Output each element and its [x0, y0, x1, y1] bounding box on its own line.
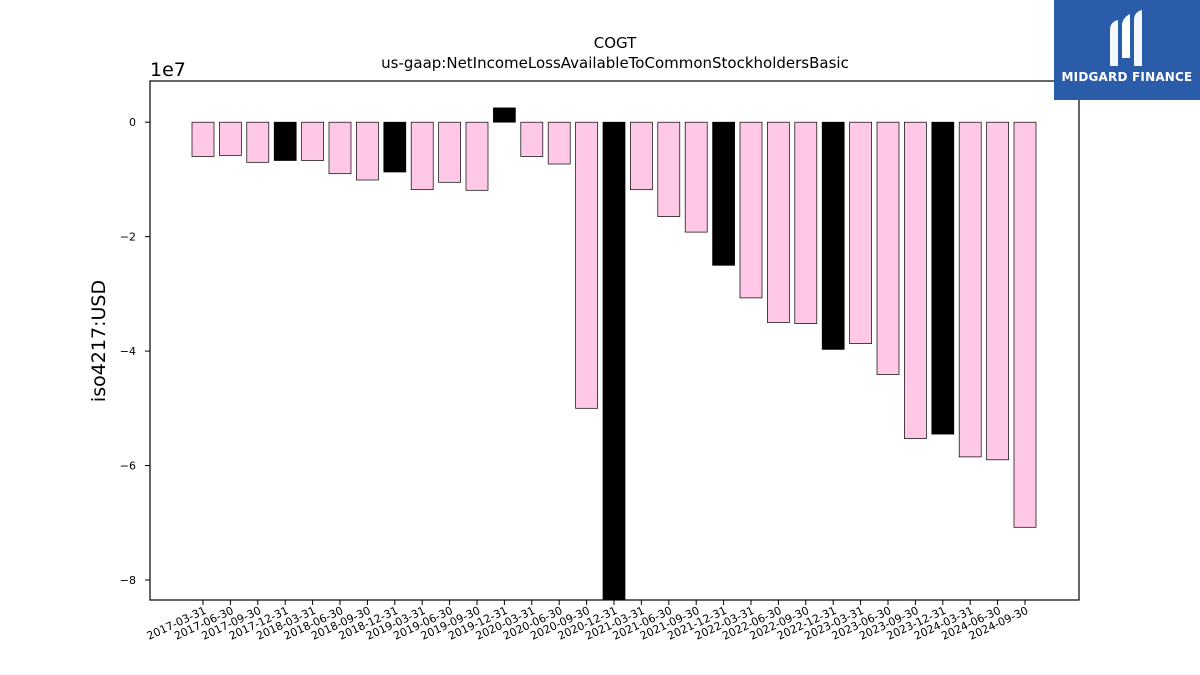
chart-title: COGT: [594, 34, 637, 52]
bar-2024-09-30: [1013, 121, 1037, 528]
bar-2022-06-30: [767, 121, 790, 323]
chart-subtitle: us-gaap:NetIncomeLossAvailableToCommonSt…: [381, 54, 849, 72]
y-tick-label: −4: [120, 345, 136, 358]
bar-2017-06-30: [219, 121, 242, 156]
bar-2022-12-31: [821, 121, 845, 350]
y-tick-label: 0: [129, 116, 136, 129]
bar-2019-12-31: [493, 107, 516, 123]
midgard-finance-logo: MIDGARD FINANCE: [1054, 0, 1200, 100]
bar-2018-06-30: [328, 121, 352, 175]
y-tick-label: −6: [120, 460, 136, 473]
y-scale-label: 1e7: [150, 59, 186, 81]
bar-2020-03-31: [520, 121, 544, 157]
logo-text: MIDGARD FINANCE: [1061, 70, 1193, 84]
y-tick-label: −2: [120, 231, 136, 244]
bar-2021-12-31: [712, 121, 735, 266]
bars-group: [191, 107, 1037, 601]
bar-2018-12-31: [383, 121, 407, 173]
bar-2024-03-31: [958, 121, 982, 458]
bar-2018-09-30: [356, 121, 379, 181]
bar-2023-12-31: [931, 121, 955, 435]
midgard-logo-icon: [1110, 10, 1142, 66]
y-ticks-group: 0 −2 −4 −6 −8: [120, 116, 150, 587]
bar-2020-12-31: [602, 121, 626, 601]
bar-2019-03-31: [410, 121, 434, 191]
bar-2022-09-30: [794, 121, 818, 324]
bar-2017-09-30: [246, 121, 270, 163]
bar-2023-03-31: [849, 121, 872, 344]
bar-2023-09-30: [904, 121, 927, 439]
bar-2024-06-30: [986, 121, 1009, 461]
y-axis-label: iso4217:USD: [88, 280, 110, 402]
plot-frame: [149, 80, 1080, 601]
x-ticks-group: 2017-03-312017-06-302017-09-302017-12-31…: [145, 600, 1030, 643]
bar-2020-06-30: [547, 121, 571, 165]
bar-2017-12-31: [273, 121, 297, 161]
bar-2022-03-31: [739, 121, 763, 299]
bar-2018-03-31: [301, 121, 324, 161]
bar-2021-09-30: [684, 121, 708, 233]
y-tick-label: −8: [120, 574, 136, 587]
bar-2017-03-31: [191, 121, 215, 157]
bar-2021-06-30: [657, 121, 681, 217]
bar-2021-03-31: [630, 121, 653, 191]
bar-2020-09-30: [575, 121, 598, 409]
bar-2019-06-30: [438, 121, 461, 183]
bar-2019-09-30: [465, 121, 489, 191]
bar-2023-06-30: [876, 121, 900, 375]
